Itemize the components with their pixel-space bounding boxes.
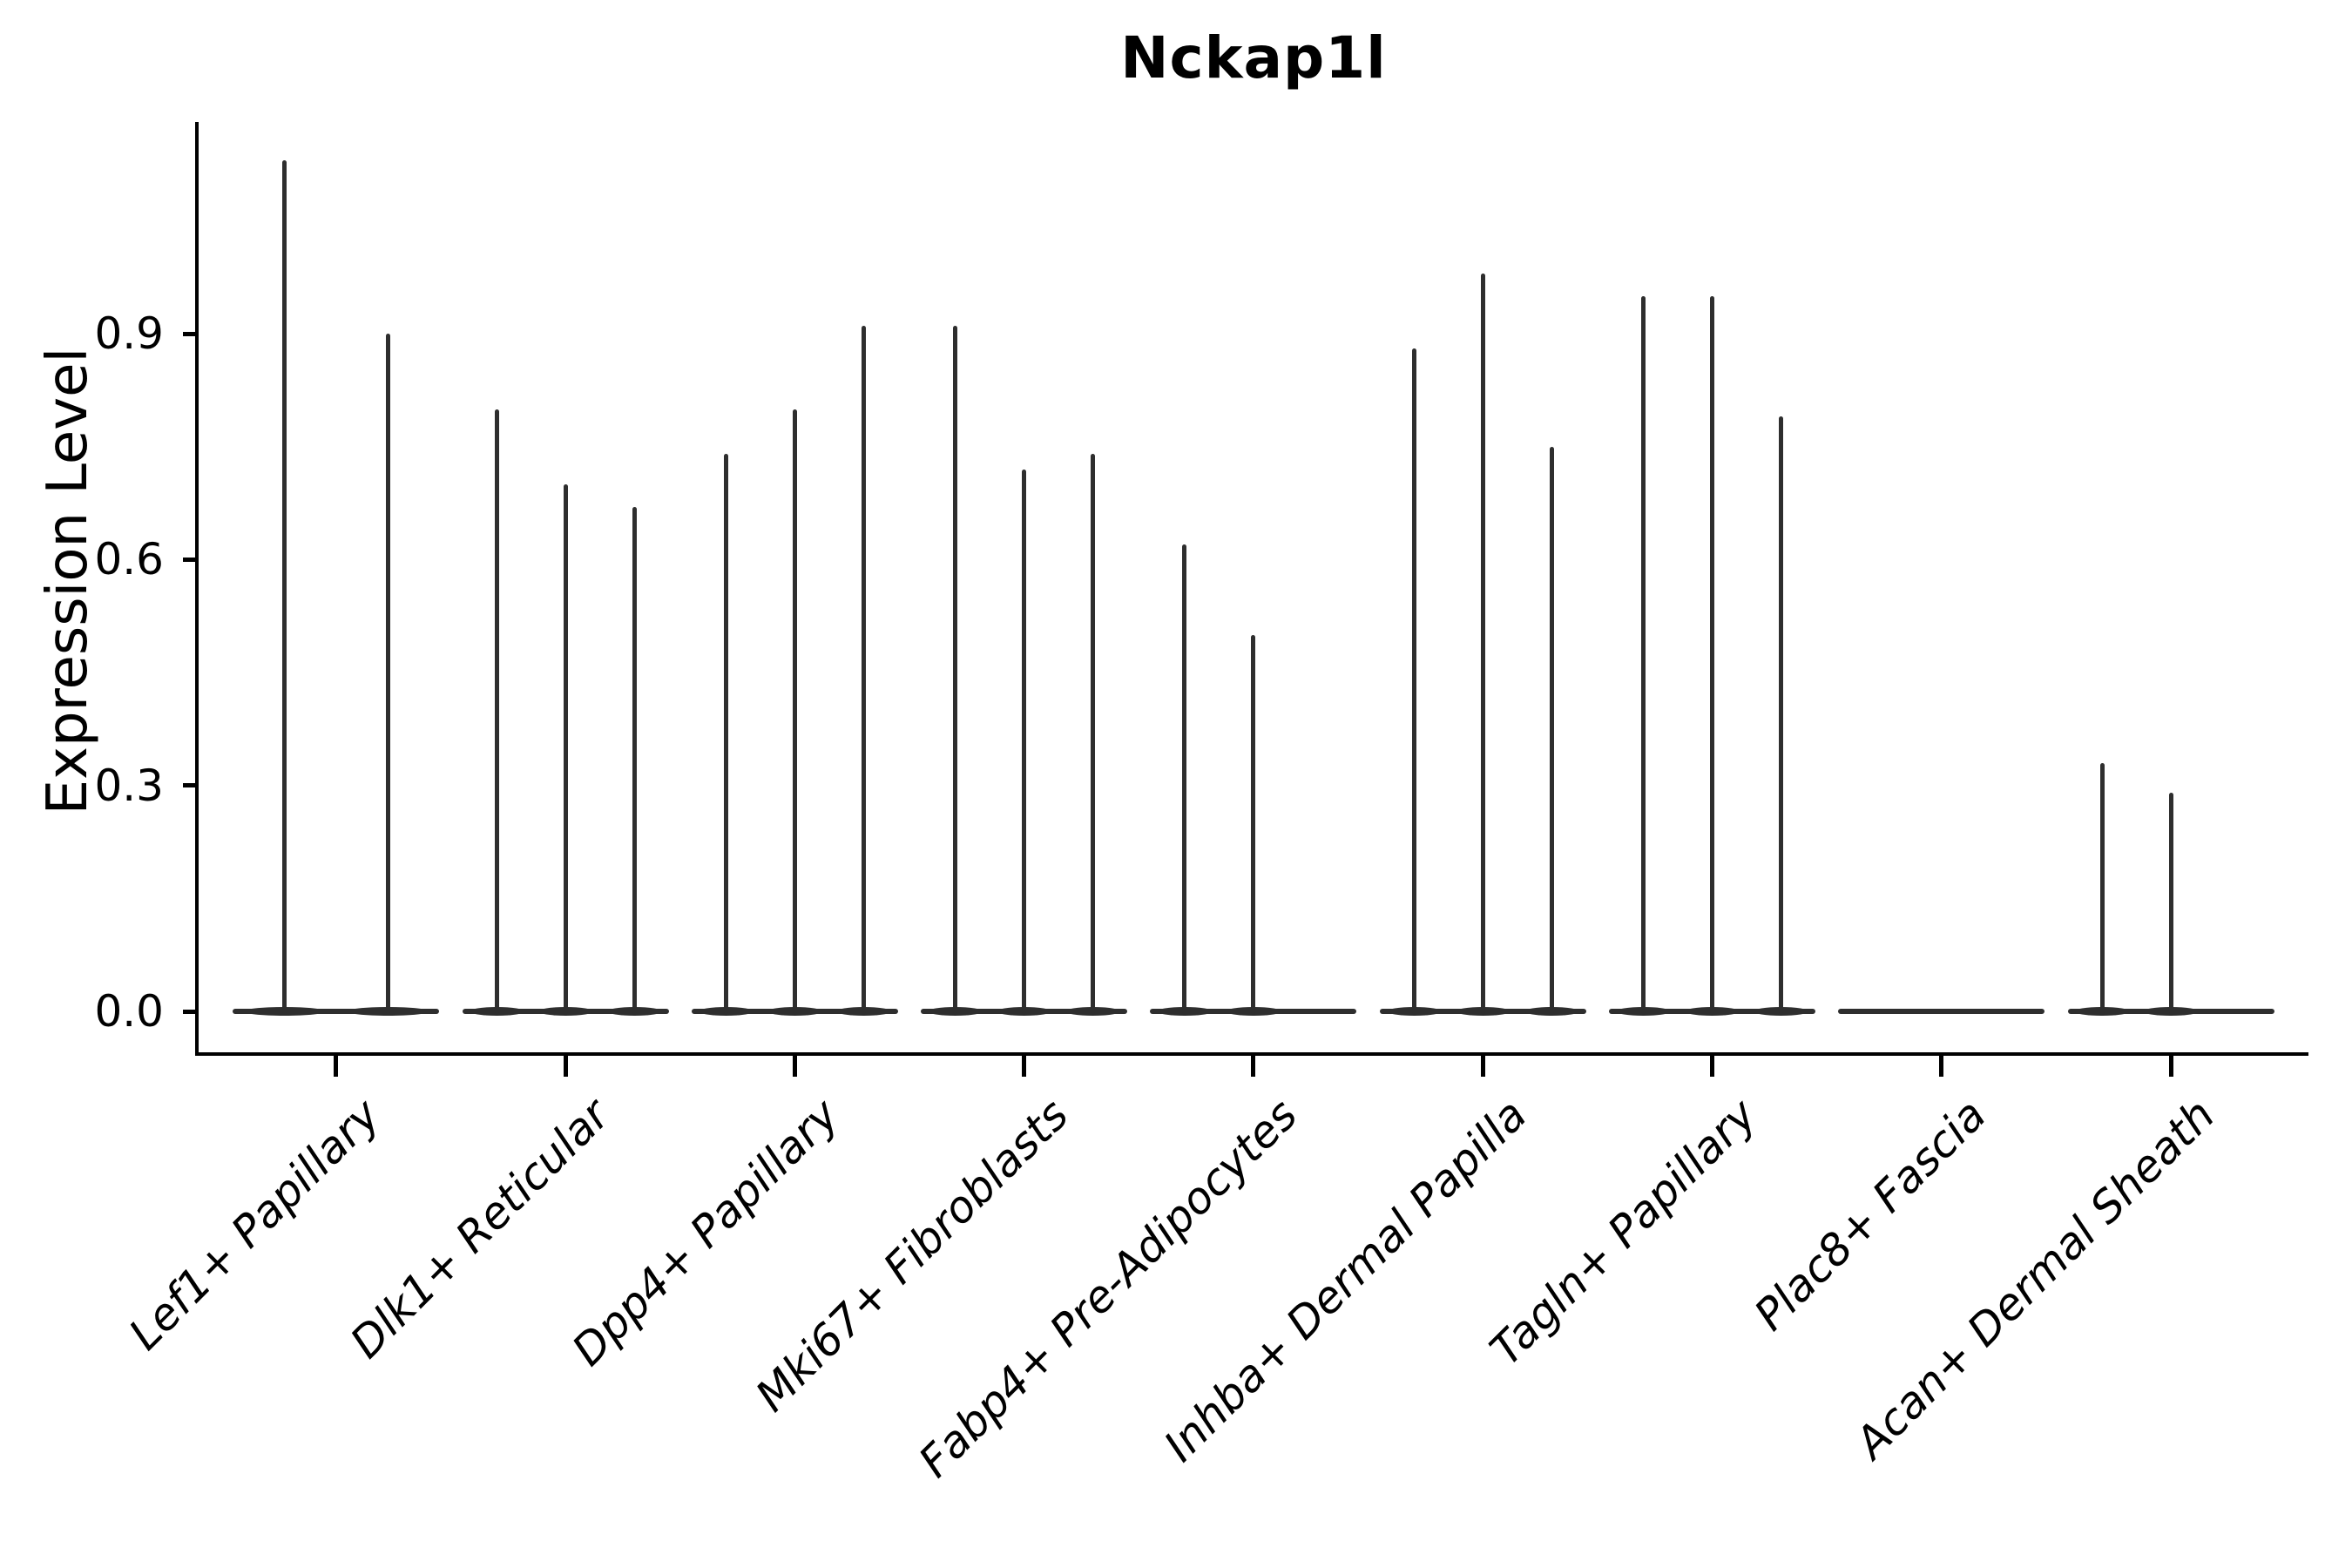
y-tick — [183, 557, 195, 562]
x-tick — [563, 1056, 568, 1077]
x-axis-spine — [195, 1052, 2308, 1056]
violin-spike — [494, 409, 499, 1013]
violin-spike — [1091, 454, 1096, 1013]
violin-spike — [1182, 544, 1187, 1013]
violin-spike — [2168, 793, 2173, 1013]
violin-spike — [1641, 295, 1646, 1013]
violin-spike — [723, 454, 728, 1013]
violin-baseline — [1838, 1009, 2045, 1014]
violin-baseline — [233, 1009, 440, 1014]
x-tick — [1939, 1056, 1944, 1077]
violin-spike — [1549, 446, 1554, 1013]
y-tick-label: 0.3 — [94, 760, 164, 811]
x-tick-label: Plac8+ Fascia — [1744, 1089, 1996, 1341]
violin-spike — [1251, 634, 1256, 1013]
violin-spike — [861, 326, 866, 1013]
chart-title: Nckap1l — [1120, 24, 1387, 91]
y-tick — [183, 783, 195, 788]
x-tick — [334, 1056, 339, 1077]
x-tick — [2168, 1056, 2173, 1077]
violin-spike — [1779, 416, 1784, 1013]
violin-spike — [1480, 273, 1485, 1013]
violin-spike — [1411, 348, 1416, 1013]
x-tick-label: Fabp4+ Pre-Adipocytes — [909, 1089, 1308, 1488]
violin-spike — [953, 326, 958, 1013]
y-tick-label: 0.0 — [94, 986, 164, 1037]
violin-spike — [563, 483, 568, 1013]
violin-spike — [2099, 762, 2105, 1013]
violin-spike — [1022, 469, 1027, 1013]
x-tick — [1480, 1056, 1485, 1077]
y-tick — [183, 331, 195, 336]
y-tick-label: 0.9 — [94, 308, 164, 360]
y-tick — [183, 1009, 195, 1014]
violin-spike — [282, 160, 287, 1013]
violin-spike — [385, 334, 390, 1013]
y-axis-spine — [195, 122, 199, 1056]
x-tick — [792, 1056, 797, 1077]
x-tick-label: Lef1+ Papillary — [119, 1089, 390, 1360]
y-tick-label: 0.6 — [94, 534, 164, 585]
x-tick — [1710, 1056, 1715, 1077]
violin-spike — [632, 506, 637, 1013]
violin-spike — [1710, 295, 1715, 1013]
violin-spike — [792, 409, 797, 1013]
x-tick — [1022, 1056, 1027, 1077]
x-tick — [1251, 1056, 1256, 1077]
